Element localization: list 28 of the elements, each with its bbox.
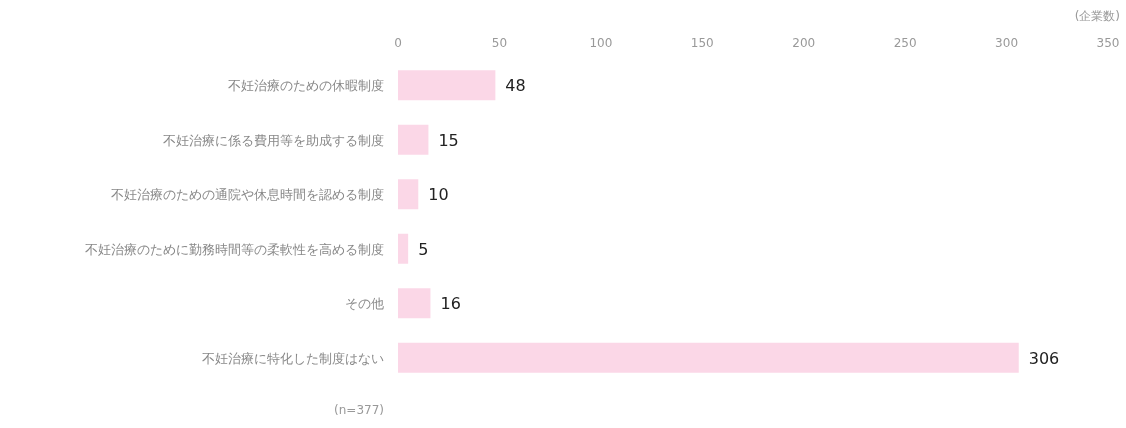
data-label: 15 [438,130,459,150]
x-tick-label: 200 [792,36,816,50]
x-tick-label: 300 [995,36,1019,50]
y-tick-label: 不妊治療のために勤務時間等の柔軟性を高める制度 [85,241,384,257]
data-label: 5 [418,239,429,259]
y-tick-label: その他 [345,296,384,312]
bar [398,179,419,210]
bar [398,342,1019,373]
x-tick-label: 350 [1096,36,1120,50]
x-axis-title: (企業数) [1074,9,1120,23]
data-label: 48 [505,76,526,96]
y-tick-label: 不妊治療のための休暇制度 [228,78,384,94]
bar [398,288,431,319]
data-label: 10 [428,185,449,205]
bar [398,70,496,101]
y-tick-label: 不妊治療のための通院や休息時間を認める制度 [111,187,384,203]
text: (n=377) [334,403,384,417]
x-tick-label: 150 [690,36,714,50]
x-tick-label: 0 [394,36,402,50]
y-tick-label: 不妊治療に特化した制度はない [202,350,384,366]
x-tick-label: 100 [589,36,613,50]
bar [398,124,429,155]
data-label: 306 [1028,348,1060,368]
data-label: 16 [440,294,461,314]
x-tick-label: 250 [893,36,917,50]
bar [398,233,409,264]
x-tick-label: 50 [491,36,508,50]
y-tick-label: 不妊治療に係る費用等を助成する制度 [163,132,384,148]
